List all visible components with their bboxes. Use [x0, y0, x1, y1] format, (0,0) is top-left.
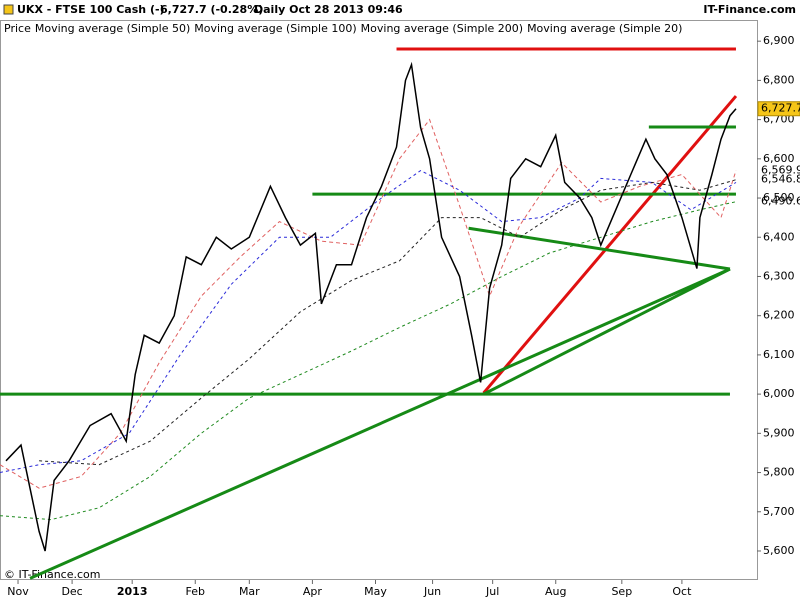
y-tick-label: 6,600 — [763, 152, 795, 165]
trend-line — [482, 95, 738, 394]
x-tick-label: Oct — [672, 585, 692, 598]
x-tick-label: Jun — [423, 585, 441, 598]
header: UKX - FTSE 100 Cash (-) 6,727.7 (-0.28%)… — [3, 3, 796, 16]
end-label: 6,569.9 — [761, 164, 800, 177]
y-tick-label: 6,500 — [763, 191, 795, 204]
x-tick-label: Nov — [7, 585, 29, 598]
x-tick-label: 2013 — [117, 585, 148, 598]
y-tick-label: 5,700 — [763, 505, 795, 518]
source: IT-Finance.com — [703, 3, 796, 16]
y-tick-label: 6,300 — [763, 269, 795, 282]
end-label-box — [757, 101, 800, 117]
y-tick-label: 6,000 — [763, 387, 795, 400]
period: Daily Oct 28 2013 09:46 — [254, 3, 403, 16]
series-line — [39, 179, 737, 466]
y-tick-label: 5,800 — [763, 466, 795, 479]
y-tick-label: 6,400 — [763, 230, 795, 243]
y-tick-label: 6,800 — [763, 73, 795, 86]
series-line — [0, 201, 737, 521]
legend-entry: Moving average (Simple 20) — [527, 22, 682, 35]
end-label: 6,727.7 — [761, 102, 800, 115]
legend-entry: Moving average (Simple 50) — [35, 22, 190, 35]
y-tick-label: 5,600 — [763, 544, 795, 557]
legend-entry: Moving average (Simple 200) — [361, 22, 523, 35]
legend-entry: Price — [4, 22, 31, 35]
legend-entry: Moving average (Simple 100) — [194, 22, 356, 35]
series-line — [0, 118, 737, 489]
x-tick-label: Mar — [239, 585, 260, 598]
quote: 6,727.7 (-0.28%) — [160, 3, 263, 16]
header-icon — [3, 4, 14, 15]
series-line — [5, 61, 737, 552]
plot-frame — [0, 20, 758, 580]
x-tick-label: Aug — [545, 585, 566, 598]
y-tick-label: 6,900 — [763, 34, 795, 47]
y-tick-label: 6,200 — [763, 309, 795, 322]
x-tick-label: May — [364, 585, 387, 598]
chart-title: UKX - FTSE 100 Cash (-) — [17, 3, 165, 16]
end-label: 6,490.6 — [761, 195, 800, 208]
x-tick-label: Dec — [61, 585, 82, 598]
trend-line — [29, 267, 731, 580]
x-tick-label: Jul — [485, 585, 499, 598]
end-label: 6,546.8 — [761, 173, 800, 186]
footer: © IT-Finance.com — [4, 568, 101, 581]
trend-line — [468, 226, 731, 271]
y-tick-label: 5,900 — [763, 426, 795, 439]
x-tick-label: Feb — [186, 585, 205, 598]
series-line — [0, 170, 737, 473]
x-tick-label: Apr — [303, 585, 323, 598]
y-tick-label: 6,100 — [763, 348, 795, 361]
x-tick-label: Sep — [611, 585, 632, 598]
trend-line — [482, 267, 731, 396]
